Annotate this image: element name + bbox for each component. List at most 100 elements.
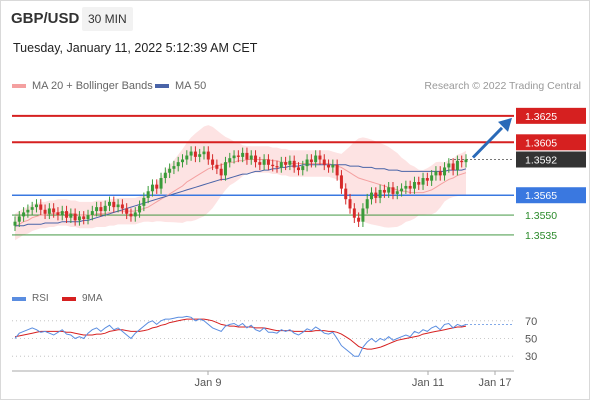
candle	[382, 184, 386, 198]
candle	[284, 156, 288, 171]
candle-body	[309, 159, 313, 163]
candle-body	[438, 171, 442, 176]
candle	[309, 154, 313, 168]
candle-body	[215, 164, 219, 169]
candle	[99, 201, 103, 217]
candle-body	[181, 159, 185, 163]
candle	[425, 172, 429, 186]
candle	[202, 146, 206, 160]
candle	[421, 172, 425, 190]
interval-badge[interactable]: 30 MIN	[82, 7, 133, 31]
candle-body	[133, 212, 137, 217]
candle	[404, 180, 408, 194]
candle-body	[120, 204, 124, 209]
price-labels-layer: 1.3625 1.3605 1.3592 1.3565 1.3550 1.3535	[516, 107, 586, 242]
timestamp: Tuesday, January 11, 2022 5:12:39 AM CET	[13, 41, 258, 55]
candle	[60, 205, 64, 221]
candle-body	[464, 159, 468, 163]
candle	[172, 160, 176, 175]
legend-rsi-ma-label: 9MA	[82, 293, 103, 304]
candle	[107, 196, 111, 212]
candle	[86, 209, 90, 225]
candle-body	[189, 151, 193, 156]
level-tag-1.3605	[516, 134, 586, 151]
candle-body	[370, 192, 374, 200]
candle	[296, 162, 300, 176]
candle	[339, 170, 343, 194]
candle-body	[228, 158, 232, 163]
candle-body	[95, 207, 99, 212]
candle	[434, 166, 438, 181]
candle-body	[146, 191, 150, 198]
x-tick-label: Jan 17	[478, 377, 511, 389]
candle	[211, 154, 215, 171]
candle-body	[378, 189, 382, 198]
candle	[241, 147, 245, 163]
candle-body	[322, 159, 326, 165]
candle-body	[86, 215, 90, 220]
candle-body	[172, 166, 176, 169]
candle	[138, 200, 142, 218]
candle-body	[223, 162, 227, 176]
candle	[65, 205, 69, 224]
x-axis: Jan 9 Jan 11 Jan 17	[12, 370, 514, 389]
candle-body	[284, 162, 288, 165]
candle	[163, 167, 167, 184]
candle-body	[30, 207, 34, 210]
candle	[236, 150, 240, 163]
candle	[301, 160, 305, 176]
candle-body	[262, 159, 266, 165]
forecast-arrow-layer	[471, 117, 512, 159]
candle-body	[159, 178, 163, 189]
candle	[292, 155, 296, 173]
candle-body	[56, 212, 60, 216]
candle	[344, 183, 348, 205]
rsi-tick-30: 30	[525, 351, 537, 363]
candle	[460, 155, 464, 168]
candle	[52, 203, 56, 218]
candle	[232, 150, 236, 164]
candle	[146, 185, 150, 204]
candle-body	[254, 155, 258, 163]
candle	[464, 154, 468, 168]
candle	[412, 176, 416, 194]
price-levels-layer	[12, 114, 514, 236]
candle	[22, 207, 26, 222]
candle	[318, 150, 322, 165]
candle-body	[292, 160, 296, 168]
candle	[438, 166, 442, 181]
forecast-arrow-shaft	[471, 126, 504, 159]
candle	[417, 176, 421, 190]
candle-body	[301, 166, 305, 171]
candle-body	[361, 208, 365, 222]
candle	[305, 154, 309, 172]
candle-body	[365, 199, 369, 209]
candle-body	[232, 155, 236, 159]
candle	[116, 199, 120, 213]
candle	[198, 148, 202, 163]
candle-body	[344, 188, 348, 200]
rsi-tick-70: 70	[525, 316, 537, 328]
candle-body	[142, 197, 146, 206]
candle	[215, 159, 219, 175]
candle	[206, 146, 210, 165]
candle-body	[163, 172, 167, 179]
candle	[219, 163, 223, 181]
ma50-swatch	[155, 84, 169, 88]
candle	[400, 183, 404, 197]
candle	[69, 208, 73, 224]
candle-body	[387, 187, 391, 193]
candle	[30, 201, 34, 216]
candle-body	[206, 151, 210, 160]
candle-body	[400, 188, 404, 192]
candle-body	[417, 182, 421, 185]
candle	[314, 150, 318, 168]
candle-body	[22, 212, 26, 217]
candle-body	[412, 182, 416, 189]
candle-body	[107, 201, 111, 206]
candle-body	[17, 216, 21, 222]
legend-rsi-ma: 9MA	[62, 293, 103, 304]
candle-body	[404, 185, 408, 189]
candle-body	[138, 205, 142, 213]
